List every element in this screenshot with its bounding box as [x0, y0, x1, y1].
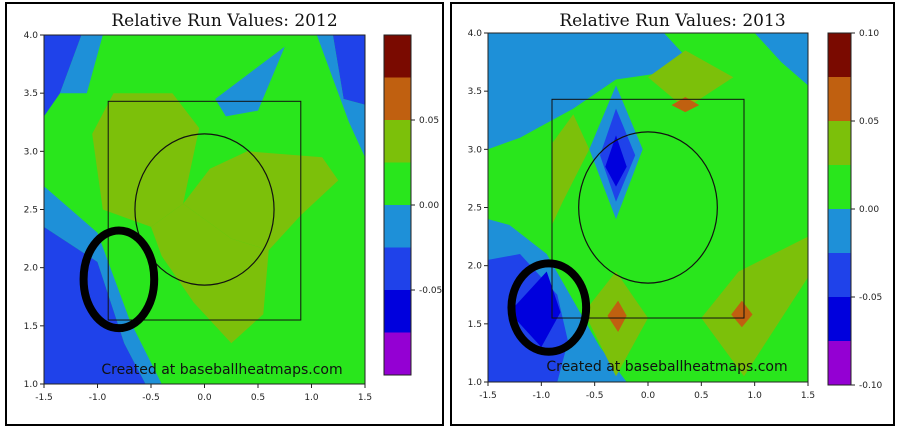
y-tick-label: 1.5 — [468, 320, 482, 330]
contour-region — [648, 50, 734, 109]
colorbar-swatch — [828, 297, 851, 341]
strike-zone — [551, 98, 745, 319]
contour-region — [552, 114, 590, 225]
contour-region — [44, 35, 82, 117]
x-tick-label: 1.0 — [748, 391, 763, 401]
chart-panel-2012: Relative Run Values: 2012 -1.5 -1.0 -0.5 0.… — [5, 2, 444, 426]
heatmap-svg-2013: -1.5 -1.0 -0.5 0.0 0.5 1.0 1.5 1.0 1.5 2.0 2.5 3.0 3… — [468, 29, 883, 401]
y-tick-label: 3.0 — [468, 145, 483, 155]
contour-region — [701, 236, 808, 377]
contour-region — [488, 33, 696, 150]
y-tick-label: 2.5 — [468, 204, 482, 214]
x-tick-label: 0.5 — [251, 393, 265, 403]
contour-region — [92, 93, 200, 227]
chart-title: Relative Run Values: 2012 — [111, 11, 338, 31]
x-tick-label: 1.5 — [801, 391, 815, 401]
x-tick-label: 0.0 — [641, 391, 656, 401]
x-tick-label: -1.0 — [533, 391, 551, 401]
colorbar-swatch — [384, 35, 411, 78]
colorbar-tick-label: 0.05 — [859, 117, 879, 127]
heatmap-svg-2012: -1.5 -1.0 -0.5 0.0 0.5 1.0 1.5 1.0 1.5 2.0 2.5 3.0 3… — [24, 31, 443, 403]
colorbar-tick-label: 0.00 — [859, 205, 879, 215]
colorbar-tick-label: 0.05 — [419, 116, 439, 126]
heatmap-contours — [44, 35, 365, 384]
x-tick-label: 0.5 — [694, 391, 708, 401]
x-tick-label: 0.0 — [197, 393, 212, 403]
x-tick-label: -1.0 — [89, 393, 107, 403]
y-tick-label: 1.0 — [468, 378, 483, 388]
heatmap-contours — [488, 33, 808, 382]
highlight-circle — [507, 259, 591, 356]
colorbar-swatch — [828, 33, 851, 77]
highlight-circle — [79, 226, 159, 333]
colorbar-swatch — [828, 253, 851, 297]
contour-region — [607, 300, 627, 332]
y-tick-label: 4.0 — [468, 29, 483, 39]
colorbar-swatch — [384, 120, 411, 163]
contour-region — [151, 203, 269, 344]
x-tick-label: 1.5 — [358, 393, 372, 403]
colorbar-tick-label: 0.00 — [419, 201, 439, 211]
x-tick-label: -1.5 — [479, 391, 497, 401]
y-tick-label: 4.0 — [24, 31, 39, 41]
watermark-text: Created at baseballheatmaps.com — [546, 359, 787, 375]
y-tick-label: 2.0 — [468, 262, 483, 272]
chart-panel-2013: Relative Run Values: 2013 -1.5 -1.0 -0.5 0.… — [450, 2, 895, 426]
x-tick-label: -1.5 — [35, 393, 53, 403]
colorbar-swatch — [828, 341, 851, 385]
zone-circle — [578, 131, 718, 284]
y-tick-label: 3.5 — [468, 87, 482, 97]
zone-circle — [134, 133, 275, 286]
y-tick-label: 3.0 — [24, 147, 39, 157]
strike-zone — [107, 100, 302, 321]
y-tick-label: 1.5 — [24, 322, 38, 332]
colorbar-tick-label: -0.05 — [859, 293, 882, 303]
contour-region — [731, 300, 753, 328]
contour-region — [44, 226, 146, 384]
contour-region — [605, 135, 627, 187]
watermark-text: Created at baseballheatmaps.com — [101, 362, 342, 378]
chart-title: Relative Run Values: 2013 — [559, 11, 786, 31]
x-tick-label: -0.5 — [586, 391, 604, 401]
x-tick-label: 1.0 — [304, 393, 319, 403]
colorbar-tick-label: -0.10 — [859, 381, 883, 391]
contour-region — [44, 186, 162, 384]
colorbar-swatch — [828, 121, 851, 165]
contour-region — [183, 151, 339, 251]
x-tick-label: -0.5 — [142, 393, 160, 403]
contour-region — [60, 35, 103, 94]
colorbar-swatch — [828, 209, 851, 253]
contour-region — [671, 97, 700, 113]
colorbar-swatch — [384, 332, 411, 375]
colorbar-swatch — [384, 77, 411, 120]
contour-region — [332, 35, 365, 105]
y-tick-label: 3.5 — [24, 89, 38, 99]
colorbar-swatch — [384, 247, 411, 290]
colorbar-swatch — [828, 77, 851, 121]
contour-region — [316, 35, 365, 158]
y-tick-label: 1.0 — [24, 380, 39, 390]
colorbar-swatch — [384, 162, 411, 205]
colorbar-swatch — [828, 165, 851, 209]
colorbar-tick-label: 0.10 — [859, 29, 879, 39]
colorbar-tick-label: -0.05 — [419, 286, 442, 296]
colorbar-swatch — [384, 205, 411, 248]
contour-region — [754, 33, 808, 86]
contour-region — [509, 271, 561, 348]
y-tick-label: 2.5 — [24, 206, 38, 216]
contour-region — [215, 46, 285, 117]
y-tick-label: 2.0 — [24, 264, 39, 274]
colorbar-swatch — [384, 290, 411, 333]
